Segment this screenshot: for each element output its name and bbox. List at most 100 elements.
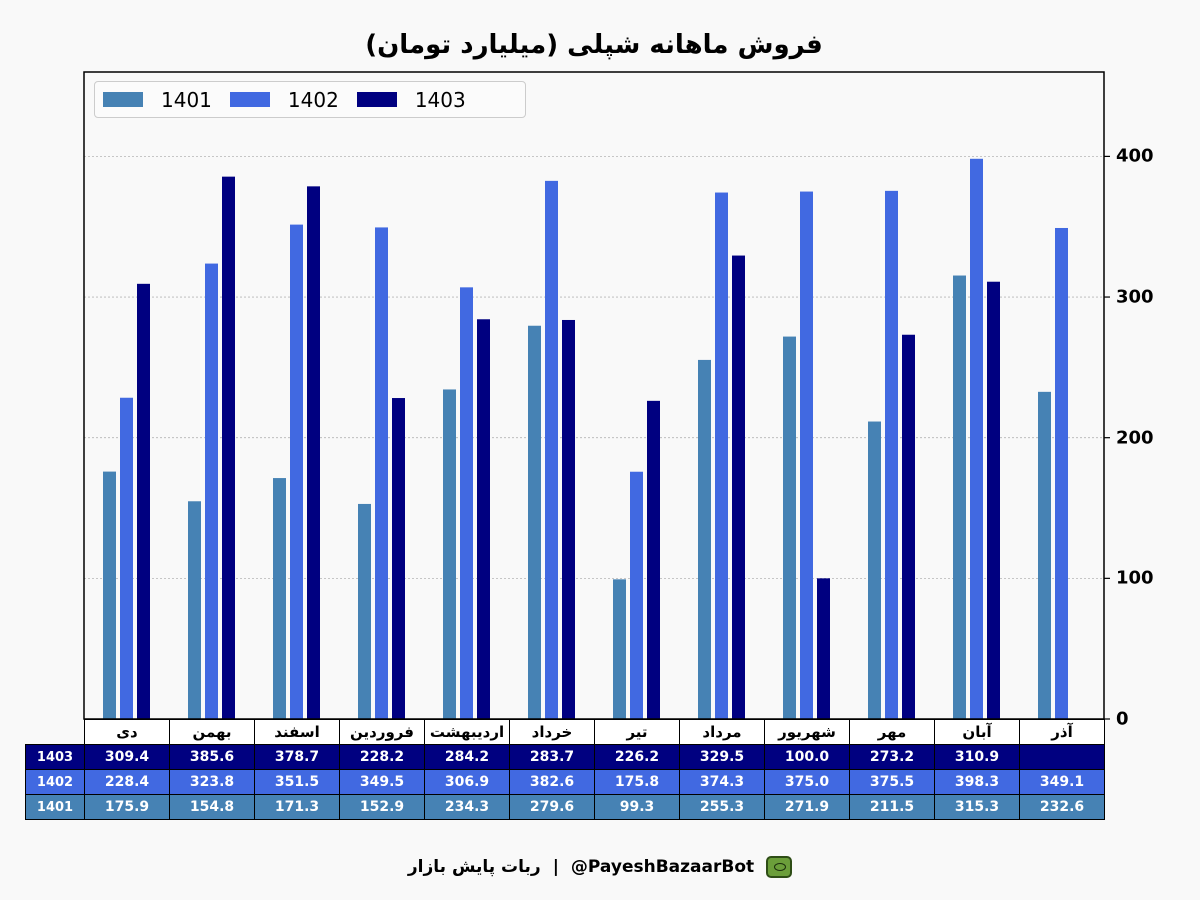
table-value: 228.2 [339,744,425,770]
footer-handle: @PayeshBazaarBot [570,857,755,877]
bar-1401-9 [868,421,881,719]
table-value: 351.5 [254,769,340,795]
table-value: 273.2 [849,744,935,770]
table-value: 211.5 [849,794,935,820]
plot-frame [83,71,1105,720]
table-value: 382.6 [509,769,595,795]
bar-1403-9 [902,334,915,719]
bar-1403-2 [307,186,320,719]
bar-1402-0 [120,397,133,719]
month-label: اردیبهشت [424,719,510,745]
month-label: دی [84,719,170,745]
table-value: 226.2 [594,744,680,770]
table-value: 284.2 [424,744,510,770]
bar-1402-6 [630,471,643,719]
bar-1402-9 [885,190,898,720]
table-value: 100.0 [764,744,850,770]
y-tick-label: 400 [1116,145,1154,167]
bar-1402-2 [290,224,303,719]
legend-label: 1402 [287,87,339,112]
table-value: 375.0 [764,769,850,795]
table-value: 279.6 [509,794,595,820]
legend-item: 1403 [356,87,466,112]
y-tick-label: 300 [1116,286,1154,308]
table-value: 385.6 [169,744,255,770]
bar-1401-6 [613,579,626,719]
table-value: 329.5 [679,744,765,770]
footer: ربات پایش بازار | @PayeshBazaarBot [0,856,1200,878]
table-header-row: دی بهمن اسفند فروردین اردیبهشت خرداد تیر مرداد ش… [26,719,1105,745]
table-value: 306.9 [424,769,510,795]
y-tick-label: 100 [1116,567,1154,589]
legend-item: 1401 [103,88,212,112]
table-corner [26,720,85,745]
bar-1403-8 [817,578,830,719]
legend-swatch [103,92,143,107]
legend-swatch [229,92,270,107]
bar-1403-6 [647,400,660,719]
table-value: 349.1 [1019,769,1105,795]
month-label: بهمن [169,719,255,745]
bar-1402-8 [800,191,813,720]
table-value: 255.3 [679,794,765,820]
y-tick-label: 200 [1116,427,1154,449]
bar-1403-1 [222,176,235,720]
month-label: خرداد [509,719,595,745]
bar-1401-10 [953,275,966,719]
table-value: 234.3 [424,794,510,820]
chart-title: فروش ماهانه شپلی (میلیارد تومان) [365,30,823,60]
table-value: 228.4 [84,769,170,795]
month-label: اسفند [254,719,340,745]
table-value: 175.8 [594,769,680,795]
table-value: 175.9 [84,794,170,820]
table-value: 374.3 [679,769,765,795]
footer-separator: | [552,857,559,877]
table-value: 309.4 [84,744,170,770]
bar-1403-10 [987,281,1000,719]
month-label: شهریور [764,719,850,745]
table-value: 378.7 [254,744,340,770]
table-value [1019,744,1105,770]
year-label: 1403 [25,744,85,770]
table-value: 154.8 [169,794,255,820]
table-value: 99.3 [594,794,680,820]
table-value: 323.8 [169,769,255,795]
data-table: دی بهمن اسفند فروردین اردیبهشت خرداد تیر مرداد ش… [25,719,1105,820]
bar-1402-4 [460,287,473,719]
bar-1401-2 [273,478,286,719]
bar-1402-10 [970,158,983,719]
bar-1403-7 [732,255,745,719]
table-value: 398.3 [934,769,1020,795]
bar-1401-7 [698,359,711,719]
bar-1402-11 [1055,227,1068,719]
y-tick-label: 0 [1116,708,1129,730]
table-value: 171.3 [254,794,340,820]
month-label: فروردین [339,719,425,745]
bar-1401-3 [358,503,371,719]
bar-1402-5 [545,180,558,720]
footer-bot-name: ربات پایش بازار [407,857,541,877]
table-value: 232.6 [1019,794,1105,820]
bar-1401-8 [783,336,796,719]
table-row: 1403 309.4 385.6 378.7 228.2 284.2 283.7 226.2 3… [25,744,1105,770]
chart-legend: 1401 1402 1403 [94,81,526,118]
year-label: 1401 [25,794,85,820]
month-label: مرداد [679,719,765,745]
bar-1401-4 [443,389,456,719]
legend-swatch [356,92,397,107]
bar-1401-5 [528,325,541,719]
month-label: آذر [1019,719,1105,745]
bar-1403-5 [562,319,575,719]
table-row: 1401 175.9 154.8 171.3 152.9 234.3 279.6 99.3 25… [25,794,1105,820]
bar-1402-3 [375,227,388,719]
bar-1401-1 [188,501,201,719]
bar-1403-4 [477,319,490,719]
bar-1402-7 [715,192,728,719]
legend-label: 1403 [414,87,466,112]
table-value: 283.7 [509,744,595,770]
legend-item: 1402 [229,87,339,112]
bar-1403-3 [392,398,405,719]
table-value: 375.5 [849,769,935,795]
month-label: تیر [594,719,680,745]
month-label: مهر [849,719,935,745]
